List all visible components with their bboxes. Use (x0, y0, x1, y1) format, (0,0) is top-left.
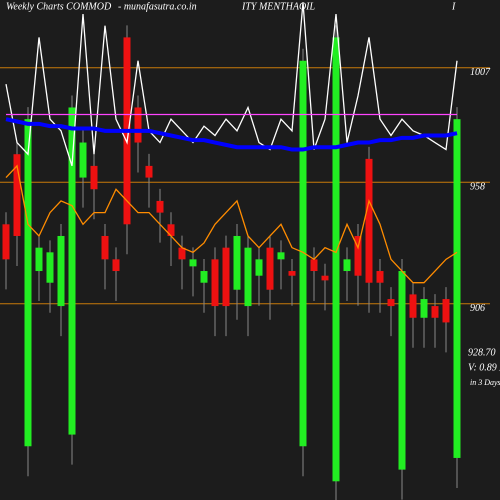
volume-note: V: 0.89 X (468, 362, 500, 373)
candle (145, 165, 153, 178)
candle (420, 299, 428, 318)
candle (79, 142, 87, 178)
candle (244, 247, 252, 307)
candle (178, 247, 186, 260)
candle (90, 165, 98, 190)
candle (156, 200, 164, 213)
last-price: 928.70 (468, 347, 496, 358)
candle (57, 235, 65, 307)
symbol: ITY MENTHAOIL (241, 1, 316, 12)
candle (310, 259, 318, 272)
candle (167, 224, 175, 236)
candle (222, 247, 230, 307)
candle (24, 119, 32, 447)
candle (354, 235, 362, 276)
candle (266, 247, 274, 290)
y-tick-label: 1007 (470, 67, 491, 78)
candle (233, 235, 241, 290)
y-tick-label: 958 (470, 182, 485, 193)
candle (343, 259, 351, 272)
days-note: in 3 Days (470, 378, 500, 387)
line-series (5, 2, 458, 167)
candle (398, 271, 406, 470)
candle (453, 119, 461, 458)
candle (13, 154, 21, 236)
line-series (5, 164, 458, 284)
candle (2, 224, 10, 260)
candle (321, 275, 329, 281)
source: - munafasutra.co.in (118, 1, 197, 12)
corner-label: I (451, 1, 456, 12)
candle (299, 60, 307, 447)
candle (112, 259, 120, 272)
candle (200, 271, 208, 283)
candle (332, 37, 340, 482)
candle (277, 252, 285, 260)
candle (46, 252, 54, 283)
candle (387, 299, 395, 307)
candle (288, 271, 296, 276)
candle (68, 107, 76, 435)
candle (255, 259, 263, 276)
candle (376, 271, 384, 283)
chart-title: Weekly Charts COMMOD (6, 1, 112, 12)
candle (101, 235, 109, 260)
y-tick-label: 906 (470, 303, 485, 314)
candle (211, 259, 219, 307)
candle (431, 306, 439, 318)
candle (442, 299, 450, 323)
line-series (5, 117, 458, 152)
candle (365, 158, 373, 283)
candle (35, 247, 43, 272)
candle (134, 107, 142, 143)
candle (409, 294, 417, 318)
candle (189, 259, 197, 267)
